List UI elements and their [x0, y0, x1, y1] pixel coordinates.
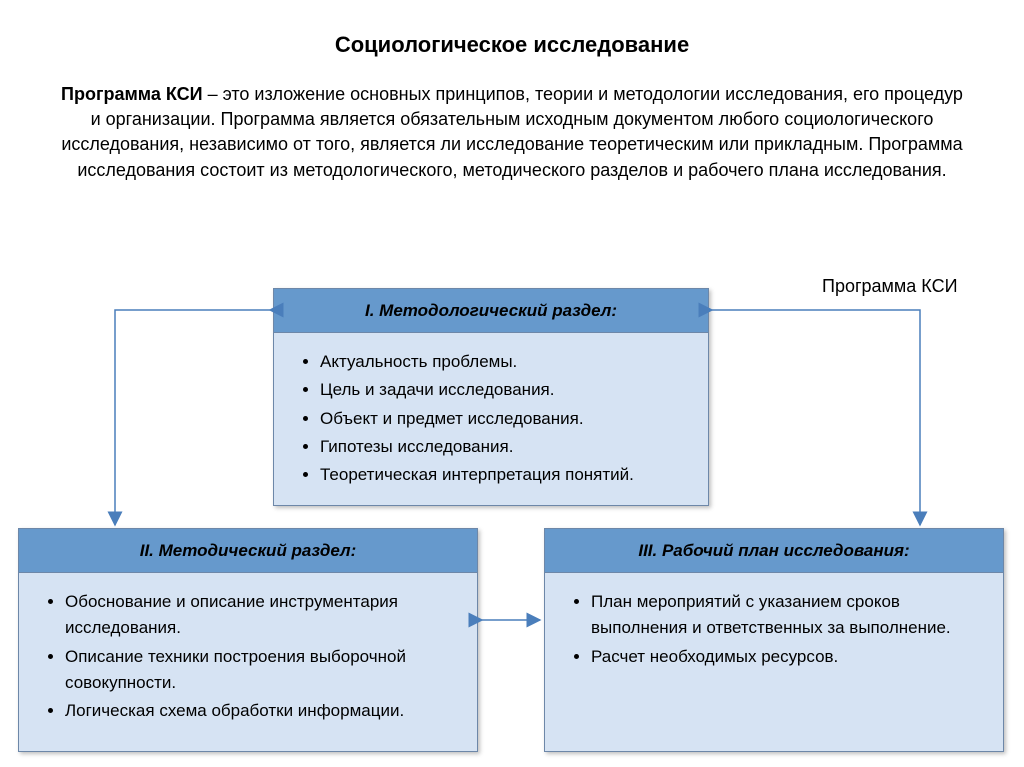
list-item: Расчет необходимых ресурсов. — [591, 644, 991, 670]
box-header: II. Методический раздел: — [19, 529, 477, 573]
list-item: Цель и задачи исследования. — [320, 377, 696, 403]
page-title: Социологическое исследование — [0, 0, 1024, 58]
box-body: Обоснование и описание инструментария ис… — [19, 573, 477, 751]
list-item: Описание техники построения выборочной с… — [65, 644, 465, 697]
box-header: I. Методологический раздел: — [274, 289, 708, 333]
list-item: Теоретическая интерпретация понятий. — [320, 462, 696, 488]
list-item: Гипотезы исследования. — [320, 434, 696, 460]
list-item: Объект и предмет исследования. — [320, 406, 696, 432]
intro-bold: Программа КСИ — [61, 84, 203, 104]
side-label: Программа КСИ — [822, 276, 958, 297]
list-item: План мероприятий с указанием сроков выпо… — [591, 589, 991, 642]
box-body: Актуальность проблемы.Цель и задачи иссл… — [274, 333, 708, 505]
box-body: План мероприятий с указанием сроков выпо… — [545, 573, 1003, 751]
box-work-plan: III. Рабочий план исследования: План мер… — [544, 528, 1004, 752]
list-item: Актуальность проблемы. — [320, 349, 696, 375]
box-header: III. Рабочий план исследования: — [545, 529, 1003, 573]
list-item: Логическая схема обработки информации. — [65, 698, 465, 724]
box-methodical: II. Методический раздел: Обоснование и о… — [18, 528, 478, 752]
box-methodological: I. Методологический раздел: Актуальность… — [273, 288, 709, 506]
list-item: Обоснование и описание инструментария ис… — [65, 589, 465, 642]
intro-paragraph: Программа КСИ – это изложение основных п… — [0, 58, 1024, 183]
